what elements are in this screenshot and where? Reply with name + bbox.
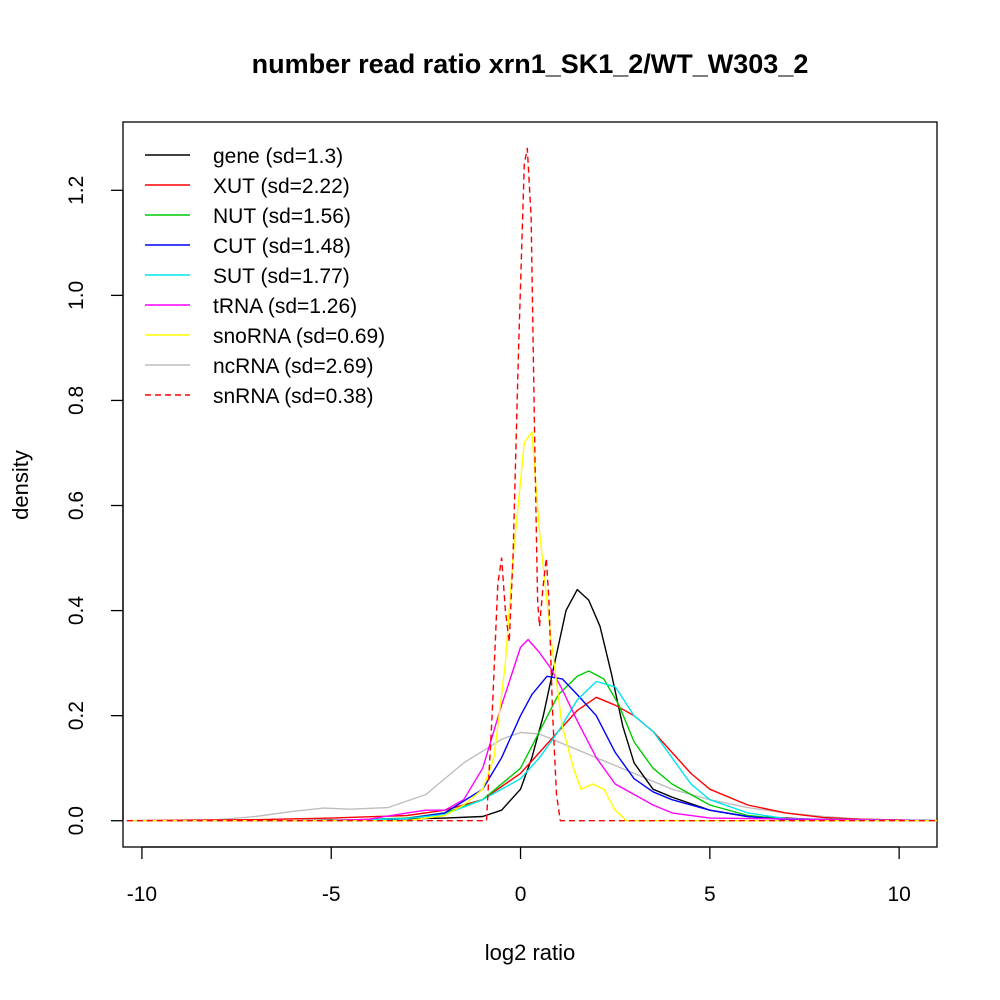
series-line-2 — [126, 670, 938, 822]
y-tick-label: 0.0 — [65, 806, 88, 835]
y-tick-label: 1.2 — [65, 176, 88, 205]
x-axis: -10 -5 0 5 10 — [127, 846, 911, 906]
series-layer — [126, 147, 938, 822]
legend-label: CUT (sd=1.48) — [213, 235, 351, 258]
x-tick-label: -10 — [127, 883, 157, 906]
y-tick-label: 0.8 — [65, 386, 88, 415]
legend-label: XUT (sd=2.22) — [213, 175, 350, 198]
series-line-6 — [126, 431, 937, 822]
plot-frame — [122, 121, 938, 848]
legend-label: NUT (sd=1.56) — [213, 205, 351, 228]
x-tick-label: 5 — [704, 883, 716, 906]
y-axis: 0.0 0.2 0.4 0.6 0.8 1.0 1.2 — [65, 176, 124, 835]
series-line-8 — [126, 147, 937, 822]
legend: gene (sd=1.3) XUT (sd=2.22) NUT (sd=1.56) C… — [145, 145, 385, 408]
legend-label: SUT (sd=1.77) — [213, 265, 350, 288]
y-axis-label: density — [8, 450, 33, 520]
series-line-7 — [126, 731, 938, 822]
series-line-0 — [126, 588, 938, 822]
legend-label: gene (sd=1.3) — [213, 145, 343, 168]
legend-label: snoRNA (sd=0.69) — [213, 325, 385, 348]
series-line-5 — [126, 638, 938, 822]
y-tick-label: 1.0 — [65, 281, 88, 310]
legend-label: ncRNA (sd=2.69) — [213, 355, 374, 378]
series-line-4 — [126, 680, 938, 822]
chart-title: number read ratio xrn1_SK1_2/WT_W303_2 — [252, 49, 809, 79]
y-tick-label: 0.6 — [65, 491, 88, 520]
legend-label: snRNA (sd=0.38) — [213, 385, 374, 408]
series-line-3 — [126, 675, 938, 822]
x-axis-label: log2 ratio — [485, 940, 576, 965]
y-tick-label: 0.2 — [65, 701, 88, 730]
x-tick-label: 10 — [887, 883, 910, 906]
y-tick-label: 0.4 — [65, 596, 88, 626]
x-tick-label: 0 — [515, 883, 527, 906]
series-line-1 — [126, 696, 938, 822]
x-tick-label: -5 — [322, 883, 341, 906]
legend-label: tRNA (sd=1.26) — [213, 295, 357, 318]
